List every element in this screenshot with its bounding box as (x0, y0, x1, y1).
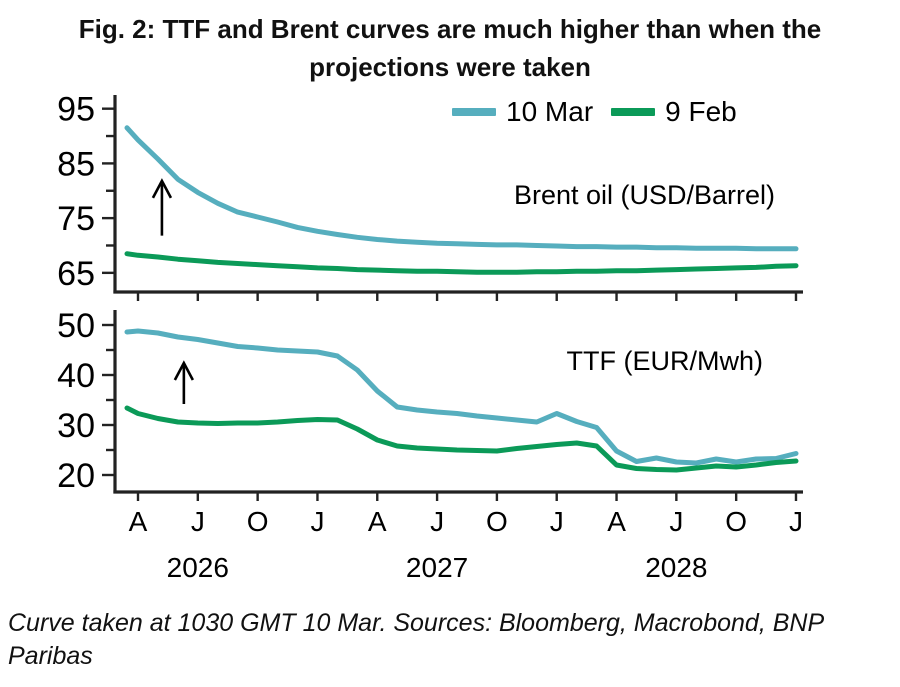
x-tick-label: O (725, 506, 747, 537)
y-tick-label: 30 (57, 407, 95, 445)
year-label: 2027 (406, 552, 468, 583)
panel-label-brent: Brent oil (USD/Barrel) (513, 180, 775, 210)
year-label: 2028 (645, 552, 707, 583)
x-tick-label: J (789, 506, 803, 537)
legend-swatch-9feb-icon (611, 108, 656, 116)
up-arrow-icon-1 (173, 360, 195, 404)
panel-1: 50 40 30 20 (57, 307, 803, 501)
panel-0: 95 85 75 65 (57, 91, 803, 301)
up-arrow-icon-0 (151, 178, 173, 236)
legend-swatch-10mar-icon (452, 108, 496, 116)
source-note: Curve taken at 1030 GMT 10 Mar. Sources:… (8, 607, 888, 673)
figure-title: Fig. 2: TTF and Brent curves are much hi… (0, 10, 900, 86)
x-tick-label: J (310, 506, 324, 537)
x-axis-ticks-0 (136, 292, 798, 301)
y-tick-label: 50 (57, 307, 95, 345)
x-tick-label: J (550, 506, 564, 537)
figure-title-line1: Fig. 2: TTF and Brent curves are much hi… (78, 14, 822, 44)
x-tick-label: J (191, 506, 205, 537)
x-tick-label: A (607, 506, 626, 537)
y-axis-ticks-0: 95 85 75 65 (57, 91, 115, 293)
legend-item-10mar: 10 Mar (452, 97, 593, 127)
x-axis-year-labels: 2026 2027 2028 (167, 552, 708, 583)
y-tick-label: 65 (57, 255, 95, 293)
series-line-mar10-panel0 (124, 125, 799, 252)
x-tick-label: A (129, 506, 148, 537)
source-note-line2: Paribas (8, 642, 93, 670)
x-tick-label: O (486, 506, 508, 537)
x-axis-ticks-1 (136, 492, 798, 501)
chart-legend: 10 Mar 9 Feb (452, 97, 737, 127)
legend-item-9feb: 9 Feb (611, 97, 737, 127)
y-tick-label: 20 (57, 457, 95, 495)
x-tick-label: A (368, 506, 387, 537)
y-tick-label: 85 (57, 145, 95, 183)
figure-title-line2: projections were taken (309, 52, 591, 82)
y-tick-label: 75 (57, 200, 95, 238)
y-tick-label: 95 (57, 91, 95, 129)
series-line-feb9-panel1 (124, 405, 799, 473)
x-tick-label: J (669, 506, 683, 537)
legend-label-9feb: 9 Feb (665, 96, 737, 127)
year-label: 2026 (167, 552, 229, 583)
y-axis-ticks-1: 50 40 30 20 (57, 307, 115, 495)
series-line-mar10-panel1 (124, 328, 799, 466)
source-note-line1: Curve taken at 1030 GMT 10 Mar. Sources:… (8, 609, 825, 637)
panel-label-ttf: TTF (EUR/Mwh) (566, 346, 763, 376)
series-line-feb9-panel0 (124, 251, 799, 275)
x-tick-label: J (430, 506, 444, 537)
x-tick-label: O (247, 506, 269, 537)
y-tick-label: 40 (57, 357, 95, 395)
legend-label-10mar: 10 Mar (506, 96, 594, 127)
